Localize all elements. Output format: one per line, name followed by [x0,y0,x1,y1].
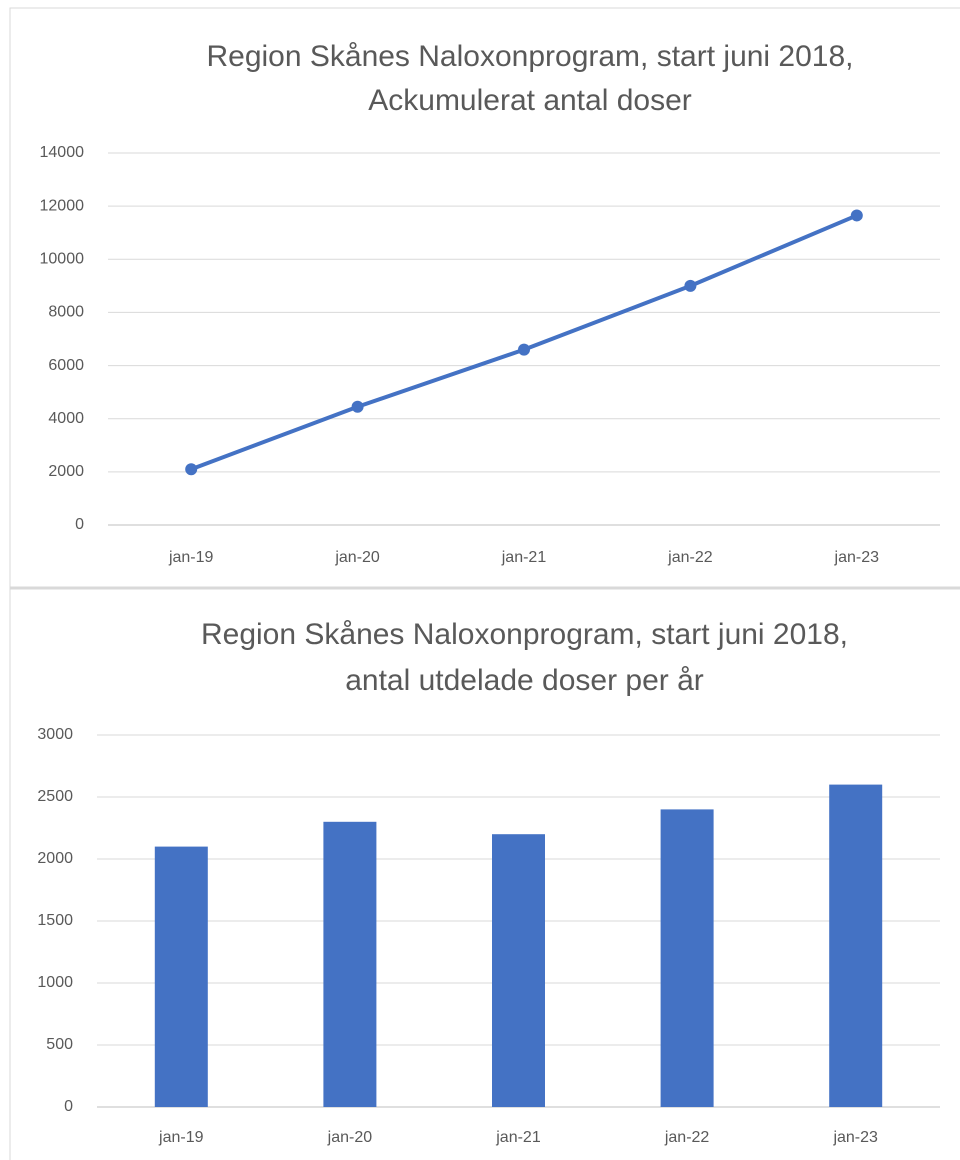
y-tick-label: 2000 [37,850,73,867]
x-tick-label: jan-21 [495,1129,541,1146]
x-tick-label: jan-19 [158,1129,204,1146]
y-tick-label: 3000 [37,726,73,743]
line-point [850,209,863,222]
line-point [351,400,364,413]
chart-title: Region Skånes Naloxonprogram, start juni… [201,618,848,651]
y-tick-label: 2500 [37,788,73,805]
x-tick-label: jan-20 [334,549,380,566]
y-tick-label: 0 [64,1098,73,1115]
chart-subtitle: antal utdelade doser per år [345,664,704,697]
line-point [684,279,697,292]
chart-subtitle: Ackumulerat antal doser [368,84,692,117]
y-tick-label: 8000 [48,304,84,321]
y-tick-label: 6000 [48,357,84,374]
x-tick-label: jan-20 [327,1129,373,1146]
bar [829,784,883,1107]
y-tick-label: 1000 [37,974,73,991]
x-tick-label: jan-19 [168,549,214,566]
bar [323,821,377,1107]
bar [660,809,714,1107]
line-point [185,463,198,476]
y-tick-label: 500 [46,1036,73,1053]
x-tick-label: jan-23 [832,1129,878,1146]
y-tick-label: 4000 [48,410,84,427]
x-tick-label: jan-22 [664,1129,710,1146]
x-tick-label: jan-22 [667,549,713,566]
line-point [518,343,530,356]
chart-title: Region Skånes Naloxonprogram, start juni… [206,40,853,73]
y-tick-label: 0 [75,516,84,533]
y-tick-label: 10000 [40,251,85,268]
chart-border [9,7,960,1160]
x-tick-label: jan-21 [501,549,547,566]
y-tick-label: 14000 [40,144,85,161]
x-tick-label: jan-23 [834,549,880,566]
bar [492,834,545,1107]
y-tick-label: 1500 [37,912,73,929]
y-tick-label: 2000 [48,463,84,480]
bar [154,846,208,1107]
y-tick-label: 12000 [40,197,85,214]
